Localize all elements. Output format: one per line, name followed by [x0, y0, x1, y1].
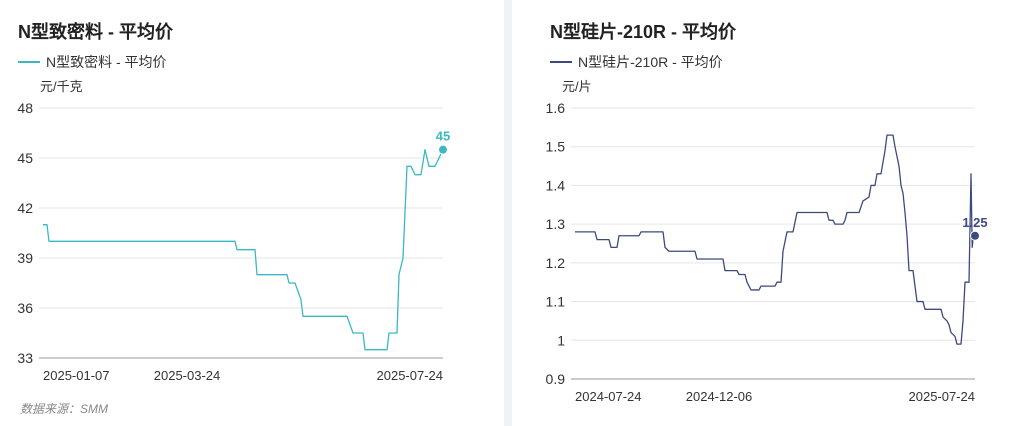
chart1-series-line	[575, 134, 975, 345]
chart1-y-tick-label: 0.9	[546, 371, 566, 387]
chart0-y-tick-label: 48	[17, 100, 33, 116]
right-line-chart[interactable]: 0.9 1 1.1 1.2 1.3 1.4 1.5 1.6 2024-07-24 2024-12-…	[512, 0, 1024, 426]
left-y-unit-label: 元/千克	[40, 79, 83, 94]
right-chart-panel: N型硅片-210R - 平均价 N型硅片-210R - 平均价 元/片 0.9 1…	[512, 0, 1024, 426]
chart1-last-point-marker	[970, 230, 980, 241]
right-y-unit-label: 元/片	[562, 79, 592, 94]
left-chart-legend[interactable]: N型致密料 - 平均价	[18, 52, 167, 72]
chart0-series-line	[43, 149, 444, 351]
right-chart-title: N型硅片-210R - 平均价	[550, 22, 737, 42]
right-legend-swatch	[550, 61, 572, 63]
left-legend-label: N型致密料 - 平均价	[46, 54, 167, 70]
chart1-y-tick-label: 1.1	[546, 294, 566, 310]
chart1-y-tick-label: 1.5	[546, 139, 566, 155]
chart1-last-value-label: 1.25	[962, 215, 987, 230]
chart0-x-tick-label: 2025-03-24	[154, 368, 221, 383]
left-legend-swatch	[18, 61, 40, 63]
chart1-y-tick-label: 1.4	[546, 177, 566, 193]
right-chart-legend[interactable]: N型硅片-210R - 平均价	[550, 52, 723, 72]
data-source-label: 数据来源：SMM	[20, 402, 108, 416]
chart1-x-tick-label: 2025-07-24	[909, 389, 976, 404]
chart0-last-point-marker	[438, 144, 448, 155]
chart0-y-tick-label: 42	[17, 200, 33, 216]
chart1-x-tick-label: 2024-07-24	[575, 389, 642, 404]
chart0-last-value-label: 45	[436, 129, 450, 144]
chart0-y-tick-label: 33	[17, 350, 33, 366]
chart0-y-tick-label: 39	[17, 250, 33, 266]
chart1-y-tick-label: 1	[557, 332, 565, 348]
chart1-y-tick-label: 1.6	[546, 100, 566, 116]
chart0-y-tick-label: 36	[17, 300, 33, 316]
left-chart-panel: N型致密料 - 平均价 N型致密料 - 平均价 元/千克 33 36 39 42 45 4…	[0, 0, 504, 426]
chart1-y-tick-label: 1.3	[546, 216, 566, 232]
chart0-x-tick-label: 2025-07-24	[377, 368, 444, 383]
left-chart-title: N型致密料 - 平均价	[18, 22, 173, 42]
chart1-x-tick-label: 2024-12-06	[686, 389, 753, 404]
chart1-y-tick-label: 1.2	[546, 255, 566, 271]
right-legend-label: N型硅片-210R - 平均价	[578, 54, 723, 70]
chart0-x-tick-label: 2025-01-07	[43, 368, 110, 383]
chart0-y-tick-label: 45	[17, 150, 33, 166]
left-line-chart[interactable]: 33 36 39 42 45 48 2025-01-07 2025-03-24 2025-07-…	[0, 0, 504, 426]
